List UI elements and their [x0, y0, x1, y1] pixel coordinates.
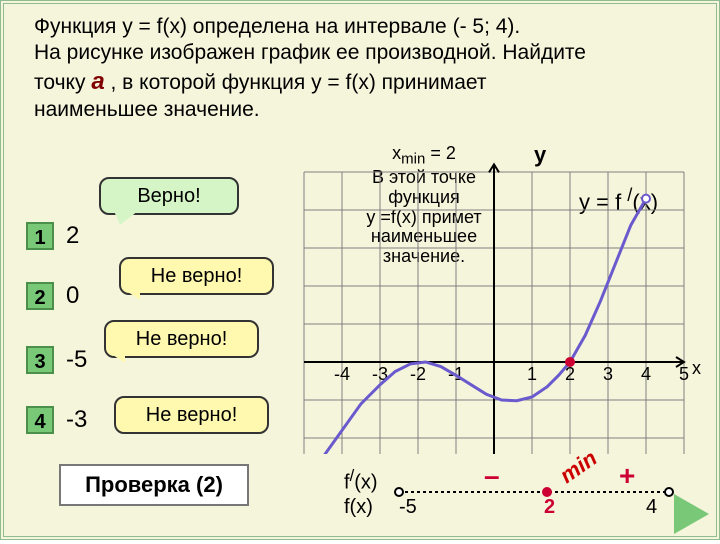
option-value-4: -3	[66, 406, 87, 434]
option-3[interactable]: 3	[26, 346, 54, 374]
sign-line	[4, 4, 720, 544]
feedback-bubble-1: Не верно!	[119, 257, 274, 295]
feedback-bubble-2: Не верно!	[104, 320, 259, 358]
bubble-tail-0	[114, 211, 138, 225]
next-arrow-icon[interactable]	[674, 494, 709, 534]
option-2[interactable]: 2	[26, 282, 54, 310]
sign-val-2: 4	[646, 496, 657, 519]
slide-frame: Функция y = f(x) определена на интервале…	[0, 0, 720, 540]
bubble-tail-2	[107, 345, 125, 363]
option-value-2: 0	[66, 282, 79, 310]
option-4[interactable]: 4	[26, 406, 54, 434]
option-value-1: 2	[66, 222, 79, 250]
bubble-tail-1	[122, 282, 140, 300]
sign-val-1: 2	[544, 496, 555, 519]
option-value-3: -5	[66, 346, 87, 374]
check-button[interactable]: Проверка (2)	[59, 464, 249, 506]
sign-val-0: -5	[399, 496, 417, 519]
feedback-bubble-3: Не верно!	[114, 396, 269, 434]
feedback-bubble-0: Верно!	[99, 177, 239, 215]
option-1[interactable]: 1	[26, 222, 54, 250]
